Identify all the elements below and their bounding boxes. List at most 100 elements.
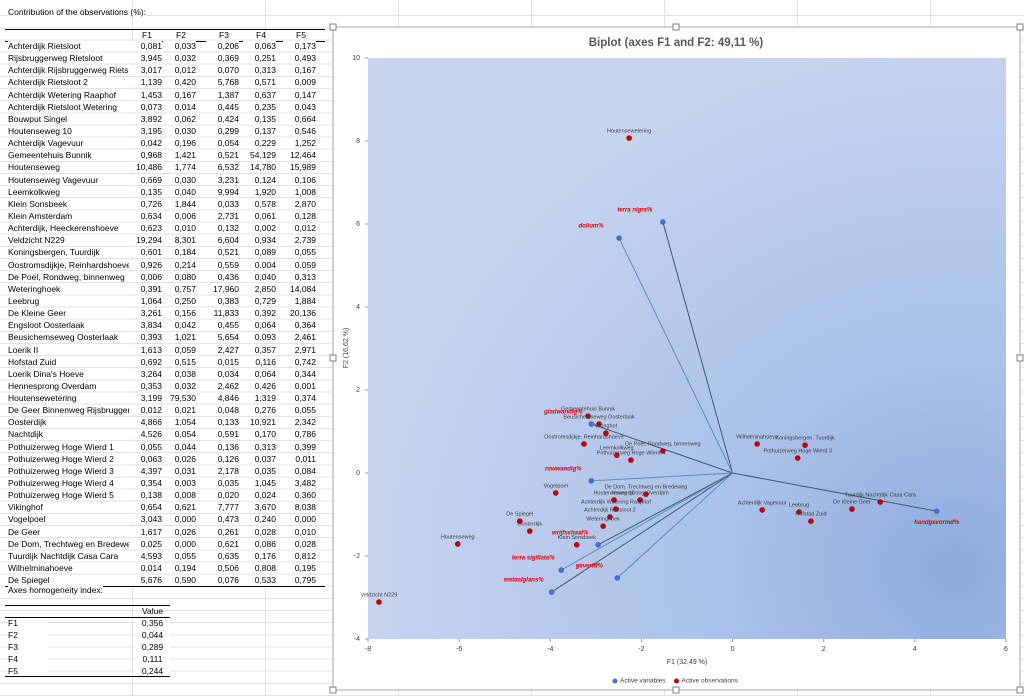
observation-point (759, 507, 765, 513)
cell-value: 0,173 (283, 41, 316, 51)
cell-value: 0,559 (206, 259, 239, 270)
cell-value: 0,591 (206, 429, 239, 440)
cell-value: 0,033 (206, 198, 239, 209)
observation-label: Beusichemseweg Oosterlaak (563, 414, 634, 420)
cell-value: 1,774 (163, 162, 196, 173)
cell-value: 0,654 (129, 502, 162, 513)
observation-label: Tuurdijk Nachtdijk Casa Cara (845, 493, 917, 499)
cell-value: 0,038 (163, 368, 196, 379)
cell-value: 0,546 (283, 125, 316, 136)
cell-value: 0,571 (243, 77, 276, 88)
cell-value: 1,920 (243, 186, 276, 197)
cell-value: 2,870 (283, 198, 316, 209)
row-label: Beusichemseweg Oosterlaak (8, 332, 133, 343)
cell-value: 3,261 (129, 308, 162, 319)
cell-value: 4,593 (129, 550, 162, 561)
row-label: F2 (8, 630, 48, 640)
cell-value: 0,399 (283, 441, 316, 452)
variable-point (588, 421, 595, 427)
table-rule (5, 586, 325, 587)
cell-value: 0,055 (283, 405, 316, 416)
row-label: Hennesprong Overdam (8, 380, 133, 391)
cell-value: 0,313 (243, 65, 276, 76)
row-label: Achterdijk, Heeckerenshoeve (8, 223, 133, 234)
variable-vector (551, 472, 733, 593)
variable-vector (616, 472, 733, 579)
observation-label: Hofstad Zuid (795, 512, 826, 518)
observation-point (596, 421, 602, 427)
cell-value: 1,884 (283, 295, 316, 306)
row-label: Hofstad Zuid (8, 356, 133, 367)
cell-value: 8,038 (283, 502, 316, 513)
variable-vector (662, 221, 734, 474)
row-label: De Spiegel (8, 575, 133, 586)
cell-value: 0,111 (135, 654, 170, 664)
cell-value: 3,482 (283, 478, 316, 489)
cell-value: 1,421 (163, 150, 196, 161)
observation-label: Pothuizerweg Hoge Wierd 4 (597, 451, 665, 457)
y-tick-label: 2 (356, 387, 360, 394)
cell-value: 1,045 (243, 478, 276, 489)
cell-value: 0,044 (163, 441, 196, 452)
observation-label: Wilhelminahoeve (736, 434, 778, 440)
row-label: Achterdijk Vagevuur (8, 138, 133, 149)
cell-value: 0,276 (243, 405, 276, 416)
observation-point (614, 452, 620, 458)
x-tick-label: 2 (822, 646, 826, 653)
cell-value: 3,264 (129, 368, 162, 379)
cell-value: 0,055 (129, 441, 162, 452)
cell-value: 0,028 (243, 526, 276, 537)
row-label: Achterdijk Wetering Raaphof (8, 89, 133, 100)
cell-value: 0,136 (206, 441, 239, 452)
cell-value: 0,126 (206, 453, 239, 464)
cell-value: 0,926 (129, 259, 162, 270)
cell-value: 0,128 (283, 210, 316, 221)
row-label: Pothuizerweg Hoge Wierd 5 (8, 490, 133, 501)
variable-label: wrijfschaal% (552, 530, 589, 536)
cell-value: 0,206 (206, 41, 239, 51)
column-header: F1 (142, 30, 152, 40)
observation-point (628, 457, 634, 463)
cell-value: 0,184 (163, 247, 196, 258)
cell-value: 0,004 (243, 259, 276, 270)
cell-value: 0,383 (206, 295, 239, 306)
cell-value: 0,030 (163, 125, 196, 136)
observation-label: Leebrug (789, 502, 809, 508)
cell-value: 0,014 (163, 101, 196, 112)
table-rule (5, 676, 170, 677)
row-label: Achterdijk Rijsbruggerweg Rietsl (8, 65, 133, 76)
legend-marker (674, 678, 680, 684)
column-header: F3 (219, 30, 229, 40)
observation-point (526, 528, 533, 534)
cell-value: 0,757 (163, 283, 196, 294)
cell-value: 0,006 (129, 271, 162, 282)
cell-value: 0,030 (163, 174, 196, 185)
variable-label: metaalglans% (504, 578, 545, 584)
cell-value: 0,669 (129, 174, 162, 185)
cell-value: 6,604 (206, 235, 239, 246)
cell-value: 2,427 (206, 344, 239, 355)
x-tick-label: -2 (638, 646, 644, 653)
cell-value: 0,726 (129, 198, 162, 209)
cell-value: 0,424 (206, 113, 239, 124)
observation-point (454, 541, 461, 547)
observation-label: De Poel, Rondweg, binnenweg (625, 441, 701, 447)
cell-value: 2,971 (283, 344, 316, 355)
row-label: F1 (8, 618, 48, 628)
row-label: Pothuizerweg Hoge Wierd 1 (8, 441, 133, 452)
cell-value: 6,532 (206, 162, 239, 173)
cell-value: 1,064 (129, 295, 162, 306)
cell-value: 0,044 (135, 630, 170, 640)
observation-label: Koningsbergen, Tuurdijk (775, 436, 835, 442)
cell-value: 15,989 (283, 162, 316, 173)
legend-marker (612, 678, 618, 684)
cell-value: 0,393 (129, 332, 162, 343)
observation-label: Veldzicht N229 (361, 593, 398, 599)
cell-value: 0,055 (283, 247, 316, 258)
cell-value: 0,194 (163, 563, 196, 574)
cell-value: 0,664 (283, 113, 316, 124)
cell-value: 0,037 (243, 453, 276, 464)
cell-value: 0,137 (243, 125, 276, 136)
row-label: Vogelpoel (8, 514, 133, 525)
table-rule (5, 29, 325, 30)
